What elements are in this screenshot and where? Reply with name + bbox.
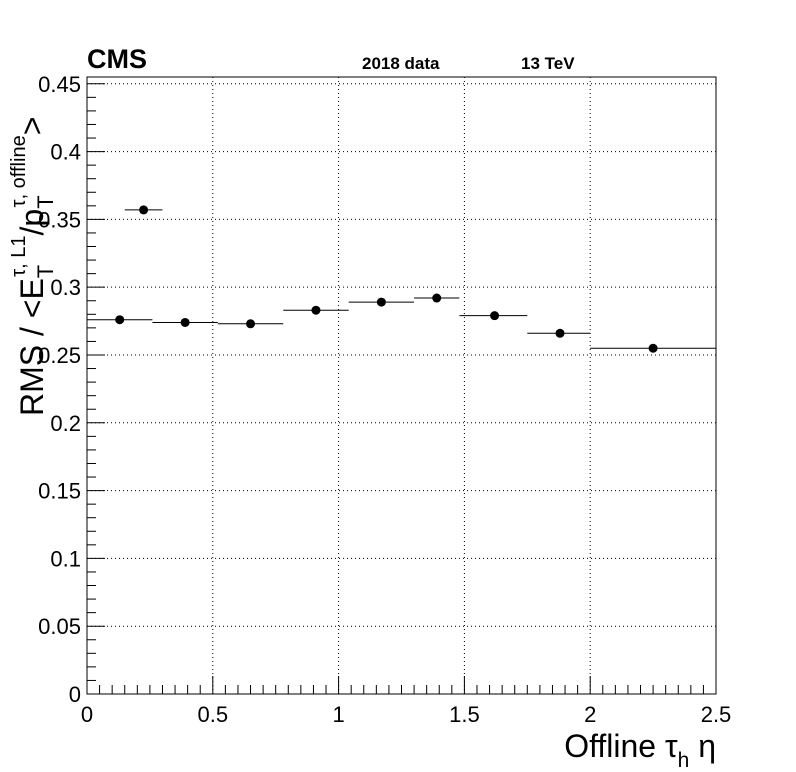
point-marker [490,311,500,321]
y-tick-label: 0.45 [38,72,81,97]
point-marker [311,305,321,315]
data-point [348,297,415,307]
x-tick-label: 0.5 [198,702,229,727]
x-tick-label: 0 [81,702,93,727]
y-tick-label: 0.25 [38,343,81,368]
data-point [414,293,460,303]
plot-frame [86,76,717,695]
point-marker [555,328,565,338]
y-tick-label: 0 [69,682,81,707]
point-marker [180,317,190,327]
data-point [590,343,716,353]
energy-label: 13 TeV [521,54,575,73]
y-tick-label: 0.35 [38,207,81,232]
y-tick-label: 0.3 [50,275,81,300]
point-marker [376,297,386,307]
y-tick-label: 0.2 [50,411,81,436]
axis-tick-labels: 0 0.5 1 1.5 2 2.5 0 0.05 0.1 0.15 0.2 0.25 0.3 0.35 0.… [38,72,731,727]
point-marker [432,293,442,303]
data-point [283,305,349,315]
x-tick-label: 2 [584,702,596,727]
grid-lines [87,77,716,694]
axis-ticks [86,83,717,695]
y-tick-label: 0.05 [38,614,81,639]
data-point [459,311,528,321]
x-tick-label: 2.5 [701,702,732,727]
x-tick-label: 1.5 [449,702,480,727]
x-tick-label: 1 [332,702,344,727]
cms-label: CMS [87,44,147,74]
svg-text:RMS / <ETτ, L1/pTτ, offline>: RMS / <ETτ, L1/pTτ, offline> [8,117,58,416]
dataset-label: 2018 data [362,54,440,73]
data-point [87,315,153,325]
y-tick-label: 0.1 [50,546,81,571]
point-marker [139,205,149,215]
point-marker [246,319,256,329]
outlier-data-point [124,205,163,215]
y-axis-title: RMS / <ETτ, L1/pTτ, offline> [8,117,58,416]
data-points [87,205,716,353]
point-marker [648,343,658,353]
x-axis-title: Offline τh η [564,728,716,772]
data-point [152,317,218,327]
y-tick-label: 0.15 [38,479,81,504]
point-marker [115,315,125,325]
data-point [217,319,284,329]
y-tick-label: 0.4 [50,140,81,165]
data-point [527,328,591,338]
